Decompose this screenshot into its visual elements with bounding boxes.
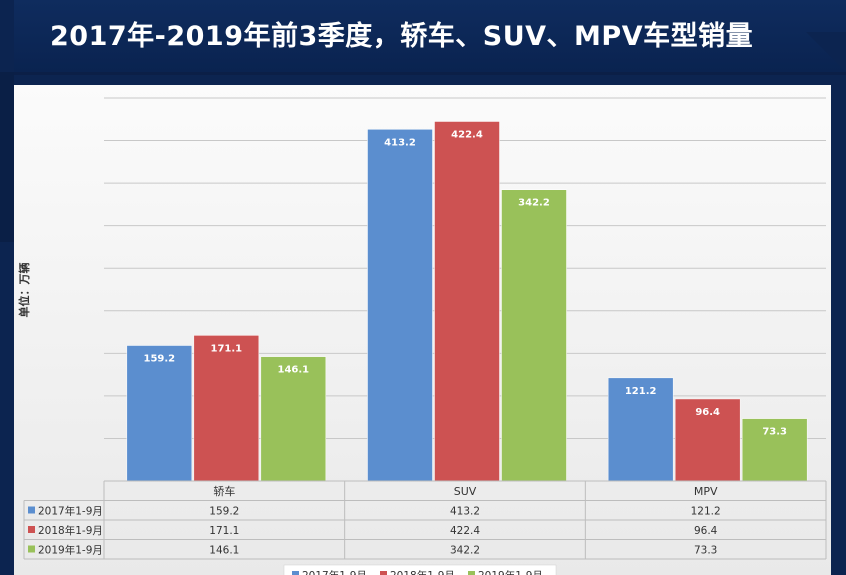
page-title: 2017年-2019年前3季度，轿车、SUV、MPV车型销量 bbox=[50, 21, 754, 52]
table-cell: 121.2 bbox=[691, 506, 721, 518]
table-cell: 146.1 bbox=[209, 545, 239, 557]
table-legend-key bbox=[28, 506, 35, 514]
table-cell: 171.1 bbox=[209, 525, 239, 537]
table-cell: 422.4 bbox=[450, 525, 480, 537]
bar-2-1 bbox=[367, 129, 433, 482]
banner-corner-decoration bbox=[806, 32, 846, 72]
bar-chart: 单位：万辆 159.2 171.1 146.1 413.2 422.4 342.2 121.2… bbox=[17, 97, 827, 575]
legend-entry: 2019年1-9月 bbox=[478, 569, 543, 575]
data-label: 121.2 bbox=[625, 386, 657, 397]
category-label: MPV bbox=[694, 485, 718, 498]
data-label: 422.4 bbox=[451, 129, 483, 140]
category-label: SUV bbox=[454, 485, 477, 498]
bar-2-2 bbox=[434, 121, 500, 482]
legend-entry: 2018年1-9月 bbox=[390, 569, 455, 575]
title-banner: 2017年-2019年前3季度，轿车、SUV、MPV车型销量 bbox=[14, 0, 846, 75]
data-label: 96.4 bbox=[695, 407, 720, 418]
legend-key bbox=[380, 571, 387, 575]
legend-box bbox=[283, 564, 557, 575]
table-cell: 413.2 bbox=[450, 506, 480, 518]
bar-1-2 bbox=[193, 335, 260, 482]
left-decoration-strip bbox=[0, 72, 14, 242]
table-legend-key bbox=[28, 526, 35, 533]
bar-2-3 bbox=[501, 189, 567, 482]
data-label: 413.2 bbox=[384, 137, 416, 148]
data-label: 159.2 bbox=[144, 354, 176, 365]
table-legend-key bbox=[28, 545, 35, 553]
chart-panel: 单位：万辆 159.2 171.1 146.1 413.2 422.4 342.2 121.2… bbox=[14, 85, 831, 575]
bar-1-3 bbox=[260, 356, 327, 482]
data-label: 146.1 bbox=[278, 365, 310, 376]
data-label: 73.3 bbox=[762, 427, 787, 438]
category-label: 轿车 bbox=[213, 484, 235, 498]
legend-entry: 2017年1-9月 bbox=[302, 569, 367, 575]
table-series-name: 2019年1-9月 bbox=[38, 544, 103, 557]
data-label: 342.2 bbox=[518, 198, 550, 209]
bar-1-1 bbox=[126, 345, 193, 482]
table-series-name: 2018年1-9月 bbox=[38, 524, 103, 537]
table-cell: 73.3 bbox=[694, 545, 717, 557]
y-axis-label: 单位：万辆 bbox=[17, 263, 31, 318]
legend-key bbox=[468, 571, 475, 575]
table-cell: 159.2 bbox=[209, 506, 239, 518]
data-label: 171.1 bbox=[211, 343, 243, 354]
table-cell: 342.2 bbox=[450, 545, 480, 557]
table-cell: 96.4 bbox=[694, 525, 718, 537]
legend-key bbox=[292, 571, 299, 575]
table-series-name: 2017年1-9月 bbox=[38, 505, 103, 518]
